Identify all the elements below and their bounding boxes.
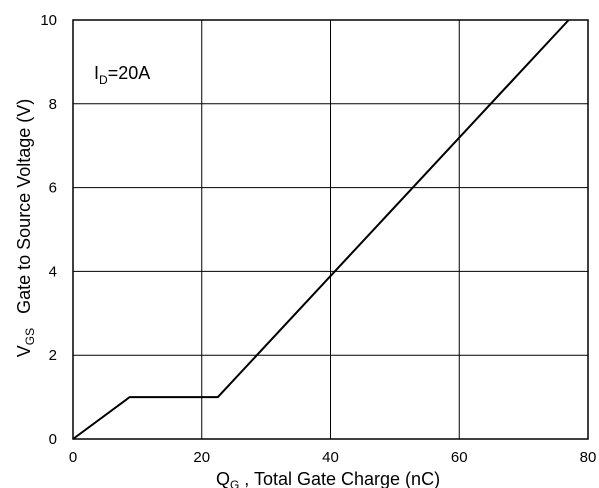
x-axis-title-rest: , Total Gate Charge (nC) <box>239 469 440 488</box>
y-axis-title-rest: Gate to Source Voltage (V) <box>14 99 34 314</box>
series-layer <box>72 19 570 440</box>
x-tick-label: 20 <box>193 449 210 466</box>
x-tick-label: 40 <box>322 449 339 466</box>
series-line-0 <box>72 19 570 440</box>
y-axis-title-main: V <box>14 345 34 357</box>
y-tick-label: 2 <box>49 347 57 364</box>
grid <box>73 20 588 439</box>
x-axis-title-main: Q <box>216 469 230 488</box>
x-tick-label: 60 <box>451 449 468 466</box>
y-tick-label: 6 <box>49 180 57 197</box>
x-axis-title-sub: G <box>230 478 239 488</box>
y-tick-label: 0 <box>49 431 57 448</box>
y-tick-label: 10 <box>40 12 57 29</box>
y-axis-title-sub: GS <box>23 328 37 345</box>
y-tick-labels: 0 2 4 6 8 10 <box>40 12 57 448</box>
x-tick-labels: 0 20 40 60 80 <box>69 449 597 466</box>
y-axis-title: VGS Gate to Source Voltage (V) <box>14 99 37 357</box>
annotation-rest: =20A <box>108 63 151 83</box>
annotation-main: I <box>94 63 99 83</box>
x-axis-title: QG , Total Gate Charge (nC) <box>216 469 440 488</box>
y-tick-label: 8 <box>49 96 57 113</box>
current-annotation: ID=20A <box>94 63 150 87</box>
x-tick-label: 80 <box>580 449 597 466</box>
x-tick-label: 0 <box>69 449 77 466</box>
plot-frame <box>72 19 589 440</box>
annotation-sub: D <box>99 73 108 87</box>
y-tick-label: 4 <box>49 263 57 280</box>
